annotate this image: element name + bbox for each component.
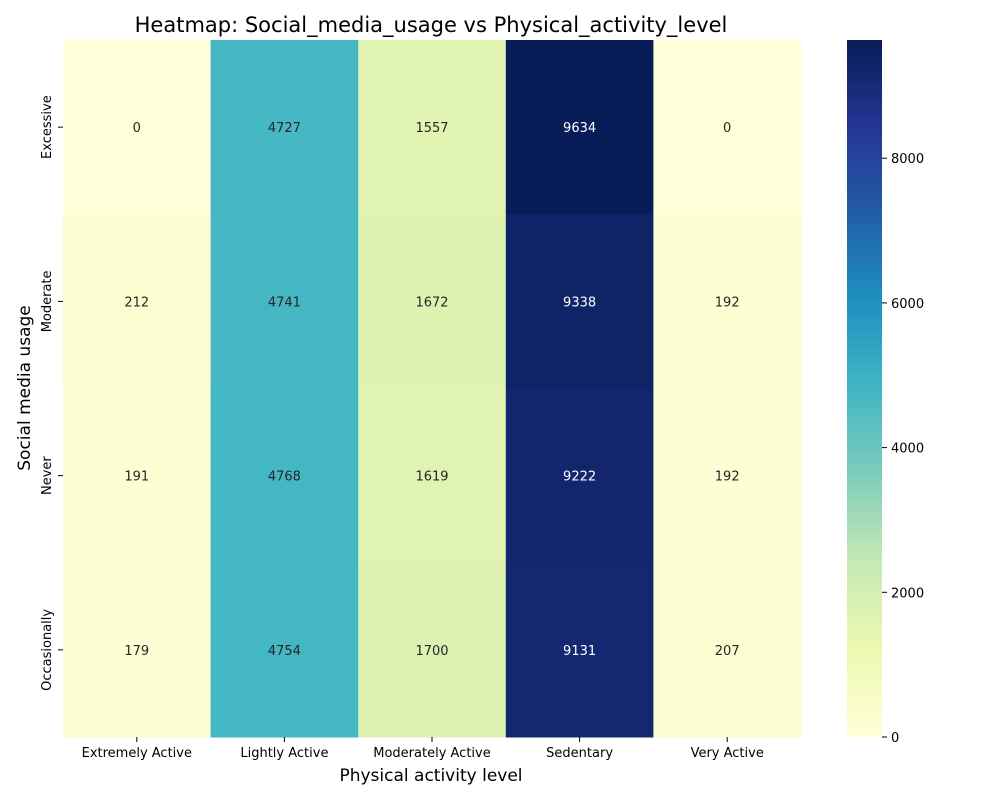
cell-value-label: 0 bbox=[723, 121, 731, 136]
y-tick-label: Never bbox=[40, 456, 55, 495]
x-axis-ticks: Extremely Active Lightly Active Moderately… bbox=[82, 737, 764, 761]
y-tick-label: Moderate bbox=[40, 270, 55, 332]
colorbar-tick-label: 2000 bbox=[891, 586, 924, 601]
y-axis-label: Social media usage bbox=[15, 305, 35, 470]
cell-value-label: 9338 bbox=[563, 295, 596, 310]
cell-value-label: 9222 bbox=[563, 470, 596, 485]
heatmap-cell bbox=[210, 214, 359, 389]
heatmap-cell bbox=[63, 40, 212, 215]
cell-value-label: 207 bbox=[715, 644, 740, 659]
colorbar bbox=[847, 40, 882, 737]
x-tick-label: Lightly Active bbox=[240, 746, 328, 761]
heatmap-cell bbox=[210, 40, 359, 215]
heatmap-cell bbox=[63, 388, 212, 564]
chart-title: Heatmap: Social_media_usage vs Physical_… bbox=[135, 13, 728, 38]
cell-value-label: 192 bbox=[715, 295, 740, 310]
cell-value-label: 1619 bbox=[415, 470, 448, 485]
y-axis-ticks: Excessive Moderate Never Occasionally bbox=[40, 95, 63, 691]
x-tick-label: Very Active bbox=[691, 746, 764, 761]
cell-value-label: 4727 bbox=[268, 121, 301, 136]
heatmap-cell bbox=[653, 214, 802, 389]
colorbar-ticks: 0 2000 4000 6000 8000 bbox=[882, 152, 924, 746]
heatmap-cell bbox=[358, 40, 507, 215]
heatmap-cell bbox=[63, 214, 212, 389]
colorbar-tick-label: 8000 bbox=[891, 152, 924, 167]
heatmap-cell bbox=[653, 562, 802, 738]
heatmap-cell bbox=[653, 40, 802, 215]
heatmap-cell bbox=[63, 562, 212, 738]
heatmap-cell bbox=[505, 562, 654, 738]
heatmap-cell bbox=[358, 562, 507, 738]
heatmap-cell bbox=[358, 388, 507, 564]
cell-value-label: 4754 bbox=[268, 644, 301, 659]
cell-value-label: 9634 bbox=[563, 121, 596, 136]
heatmap-cell bbox=[210, 388, 359, 564]
heatmap-cell bbox=[210, 562, 359, 738]
cell-value-label: 1672 bbox=[415, 295, 448, 310]
x-tick-label: Sedentary bbox=[546, 746, 613, 761]
heatmap-cells: 0 4727 1557 9634 0 212 4741 1672 9338 192 191 4768 1… bbox=[63, 40, 802, 738]
cell-value-label: 1557 bbox=[415, 121, 448, 136]
x-tick-label: Extremely Active bbox=[82, 746, 192, 761]
y-tick-label: Excessive bbox=[40, 95, 55, 159]
colorbar-tick-label: 4000 bbox=[891, 442, 924, 457]
cell-value-label: 9131 bbox=[563, 644, 596, 659]
cell-value-label: 212 bbox=[124, 295, 149, 310]
heatmap-cell bbox=[653, 388, 802, 564]
heatmap-cell bbox=[505, 388, 654, 564]
cell-value-label: 0 bbox=[133, 121, 141, 136]
colorbar-tick-label: 0 bbox=[891, 731, 899, 746]
heatmap-cell bbox=[358, 214, 507, 389]
heatmap-cell bbox=[505, 214, 654, 389]
colorbar-tick-label: 6000 bbox=[891, 297, 924, 312]
cell-value-label: 4768 bbox=[268, 470, 301, 485]
cell-value-label: 192 bbox=[715, 470, 740, 485]
y-tick-label: Occasionally bbox=[40, 609, 55, 691]
cell-value-label: 191 bbox=[124, 470, 149, 485]
x-axis-label: Physical activity level bbox=[339, 766, 522, 786]
x-tick-label: Moderately Active bbox=[373, 746, 490, 761]
cell-value-label: 4741 bbox=[268, 295, 301, 310]
cell-value-label: 1700 bbox=[415, 644, 448, 659]
heatmap-cell bbox=[505, 40, 654, 215]
cell-value-label: 179 bbox=[124, 644, 149, 659]
